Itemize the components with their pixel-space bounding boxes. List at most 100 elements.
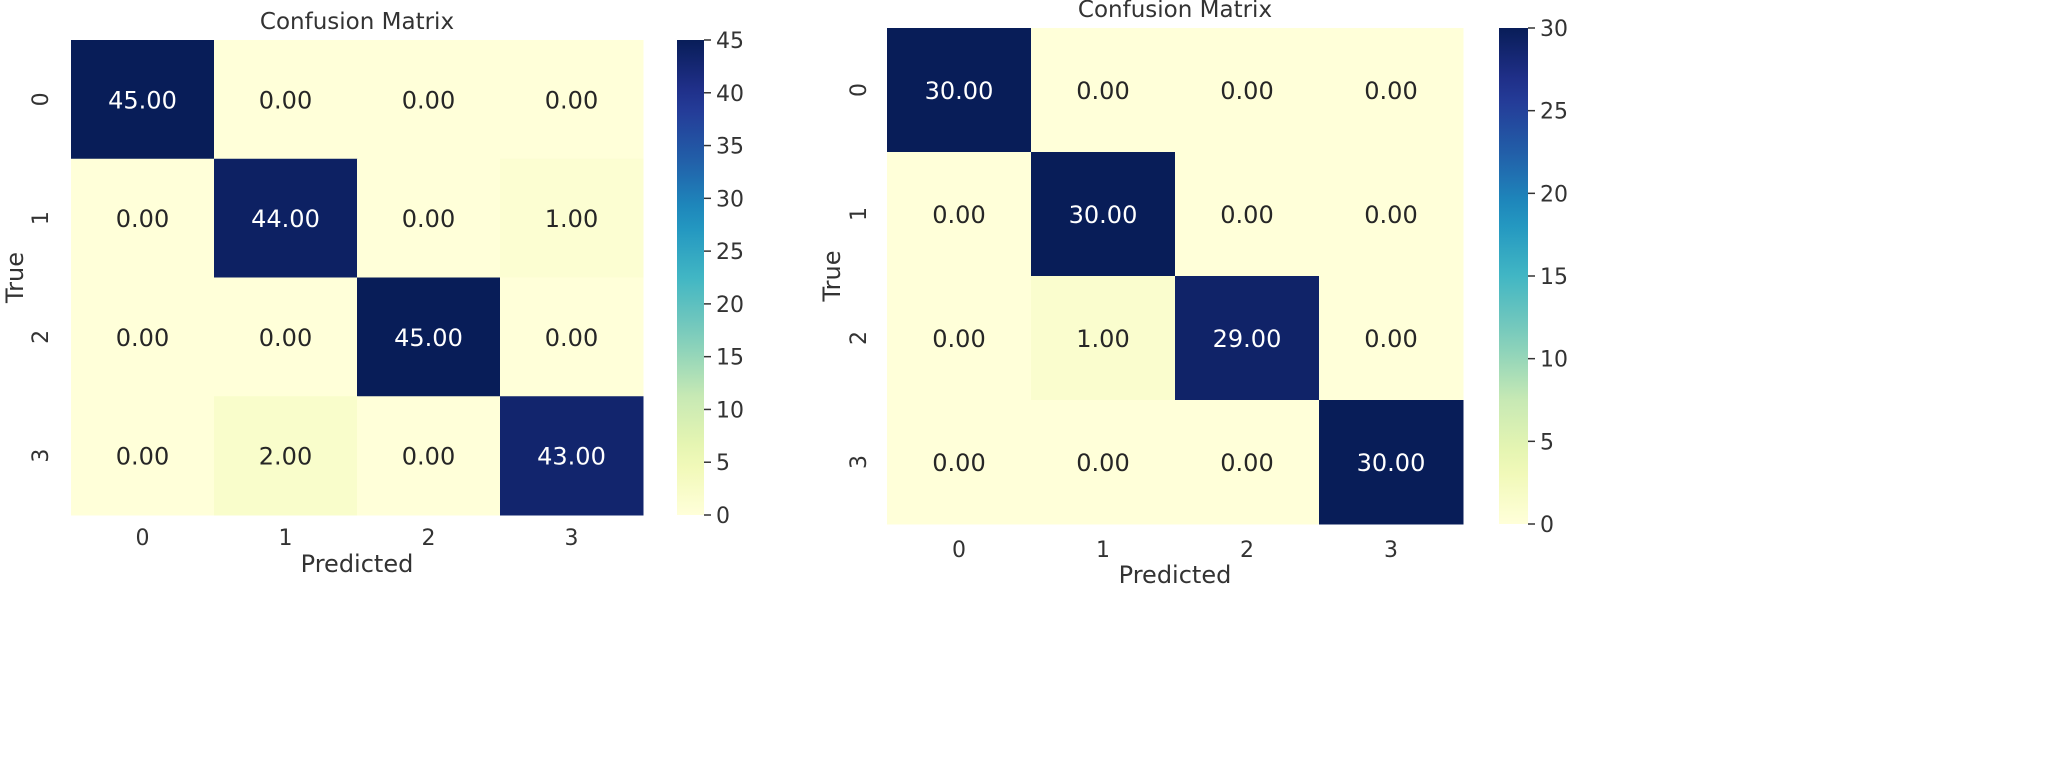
chart1-cell-r1-c2	[357, 158, 501, 278]
chart1-cell-label-r1-c2: 0.00	[402, 205, 455, 233]
chart2-cell-r3-c1	[1031, 400, 1176, 525]
chart1-colorbar-tick-label-6: 30	[716, 187, 744, 212]
chart1-colorbar-tick-label-8: 40	[716, 82, 744, 107]
chart1-colorbar-tick-label-7: 35	[716, 135, 744, 160]
chart1-colorbar-tick-label-1: 5	[716, 451, 730, 476]
chart1-colorbar-tick-label-9: 45	[716, 29, 744, 54]
chart2-cell-r0-c3	[1319, 28, 1464, 153]
chart2-cell-label-r3-c3: 30.00	[1357, 449, 1426, 477]
chart2-cell-r2-c1	[1031, 276, 1176, 401]
chart1-cell-label-r0-c0: 45.00	[108, 86, 177, 114]
chart2-cell-label-r3-c1: 0.00	[1076, 449, 1129, 477]
chart1-title: Confusion Matrix	[260, 9, 454, 35]
chart1-cell-label-r0-c2: 0.00	[402, 86, 455, 114]
chart2-cell-label-r0-c0: 30.00	[925, 77, 994, 105]
chart1-cell-label-r2-c3: 0.00	[545, 324, 598, 352]
chart2-cell-r1-c2	[1175, 152, 1320, 277]
chart1-cell-r2-c0	[71, 277, 215, 397]
chart2-cell-r0-c0	[887, 28, 1032, 153]
chart1-x-tick-label-2: 2	[422, 526, 436, 551]
chart1-colorbar-tick-label-4: 20	[716, 293, 744, 318]
chart1-y-tick-label-1: 1	[29, 211, 54, 225]
chart2-x-tick-label-3: 3	[1384, 538, 1398, 563]
chart1-colorbar	[677, 40, 704, 515]
chart1-x-tick-label-0: 0	[136, 526, 150, 551]
chart2-cell-r3-c0	[887, 400, 1032, 525]
chart2-cell-r1-c3	[1319, 152, 1464, 277]
chart2-cell-r3-c2	[1175, 400, 1320, 525]
chart1-colorbar-tick-label-5: 25	[716, 240, 744, 265]
chart2-title: Confusion Matrix	[1078, 0, 1272, 23]
chart2-cell-r1-c0	[887, 152, 1032, 277]
chart2-colorbar-tick-label-2: 10	[1540, 348, 1568, 373]
chart1-cell-label-r1-c0: 0.00	[116, 205, 169, 233]
chart1-cell-label-r1-c1: 44.00	[251, 205, 320, 233]
chart2-cell-label-r1-c2: 0.00	[1220, 201, 1273, 229]
chart2-y-tick-label-0: 0	[847, 83, 872, 97]
chart2-cell-label-r0-c2: 0.00	[1220, 77, 1273, 105]
chart1-cell-label-r3-c0: 0.00	[116, 443, 169, 471]
chart2-y-tick-label-3: 3	[847, 455, 872, 469]
chart1-y-tick-label-0: 0	[29, 92, 54, 106]
chart2-cell-label-r2-c2: 29.00	[1213, 325, 1282, 353]
chart1-cell-label-r2-c1: 0.00	[259, 324, 312, 352]
chart2-cell-r3-c3	[1319, 400, 1464, 525]
chart1-y-axis-label: True	[1, 252, 29, 304]
chart2-y-tick-label-2: 2	[847, 331, 872, 345]
chart1-x-axis-label: Predicted	[301, 550, 414, 578]
chart1-cell-label-r0-c1: 0.00	[259, 86, 312, 114]
chart2-y-axis-label: True	[818, 251, 846, 303]
chart2-x-tick-label-2: 2	[1240, 538, 1254, 563]
chart1-cell-r3-c1	[214, 396, 358, 516]
chart2-colorbar-tick-label-6: 30	[1540, 17, 1568, 42]
chart1-cell-r0-c0	[71, 40, 215, 160]
chart2-colorbar-tick-label-3: 15	[1540, 265, 1568, 290]
chart1-x-tick-label-3: 3	[565, 526, 579, 551]
chart2-cell-label-r1-c0: 0.00	[932, 201, 985, 229]
chart1-cell-label-r1-c3: 1.00	[545, 205, 598, 233]
chart1-colorbar-tick-label-2: 10	[716, 398, 744, 423]
chart2-x-tick-label-0: 0	[952, 538, 966, 563]
chart2-cell-r2-c3	[1319, 276, 1464, 401]
chart2-cell-r2-c0	[887, 276, 1032, 401]
chart1-cell-r1-c1	[214, 158, 358, 278]
chart1-colorbar-tick-label-0: 0	[716, 504, 730, 529]
chart1-cell-label-r3-c3: 43.00	[537, 443, 606, 471]
chart2-cell-r2-c2	[1175, 276, 1320, 401]
chart1-cell-r0-c3	[500, 40, 644, 160]
chart1-cell-r1-c3	[500, 158, 644, 278]
chart1-cell-r3-c3	[500, 396, 644, 516]
chart2-cell-label-r1-c1: 30.00	[1069, 201, 1138, 229]
chart1-cell-r3-c2	[357, 396, 501, 516]
chart2-colorbar-tick-label-0: 0	[1540, 513, 1554, 538]
chart2-cell-label-r3-c2: 0.00	[1220, 449, 1273, 477]
chart1-cell-r0-c1	[214, 40, 358, 160]
chart1-cell-label-r0-c3: 0.00	[545, 86, 598, 114]
chart1-cell-label-r2-c2: 45.00	[394, 324, 463, 352]
chart2-cell-r0-c1	[1031, 28, 1176, 153]
chart2-cell-label-r1-c3: 0.00	[1364, 201, 1417, 229]
chart1-cell-label-r2-c0: 0.00	[116, 324, 169, 352]
chart1-y-tick-label-2: 2	[29, 330, 54, 344]
chart2-cell-label-r2-c1: 1.00	[1076, 325, 1129, 353]
chart2-cell-r1-c1	[1031, 152, 1176, 277]
chart2-cell-label-r0-c3: 0.00	[1364, 77, 1417, 105]
chart1-cell-r2-c1	[214, 277, 358, 397]
chart1-colorbar-tick-label-3: 15	[716, 346, 744, 371]
chart2-colorbar	[1499, 28, 1528, 524]
chart2-x-axis-label: Predicted	[1119, 561, 1232, 589]
chart2-cell-label-r0-c1: 0.00	[1076, 77, 1129, 105]
chart1-cell-label-r3-c2: 0.00	[402, 443, 455, 471]
chart1-cell-r0-c2	[357, 40, 501, 160]
chart1-y-tick-label-3: 3	[29, 449, 54, 463]
chart1-cell-r1-c0	[71, 158, 215, 278]
chart1-cell-label-r3-c1: 2.00	[259, 443, 312, 471]
chart1-cell-r3-c0	[71, 396, 215, 516]
chart2-colorbar-tick-label-4: 20	[1540, 182, 1568, 207]
chart2-cell-label-r2-c0: 0.00	[932, 325, 985, 353]
chart2-x-tick-label-1: 1	[1096, 538, 1110, 563]
chart1-cell-r2-c2	[357, 277, 501, 397]
chart2-colorbar-tick-label-5: 25	[1540, 100, 1568, 125]
chart2-colorbar-tick-label-1: 5	[1540, 430, 1554, 455]
